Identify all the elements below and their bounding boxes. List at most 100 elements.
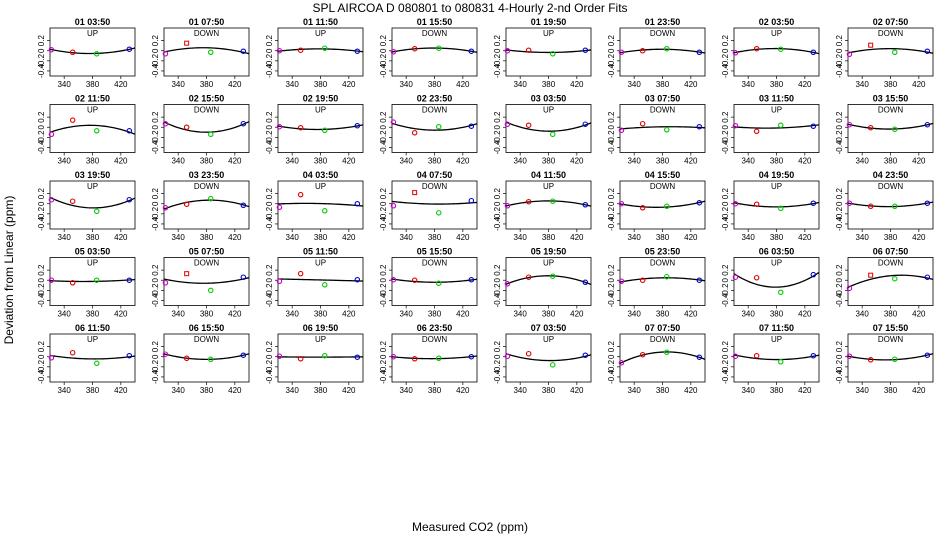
fit-curve	[49, 124, 136, 135]
data-point	[94, 208, 100, 215]
y-tick-label: -0.2	[151, 130, 160, 144]
data-point	[663, 273, 670, 280]
data-point	[321, 45, 328, 51]
x-tick-label: 380	[86, 233, 100, 242]
panel-mode-label: UP	[771, 29, 782, 38]
y-tick-label: -0.4	[37, 370, 46, 384]
x-tick-label: 420	[684, 80, 698, 89]
y-tick-label: -0.4	[607, 370, 616, 384]
data-point	[868, 272, 874, 278]
panel: 06 23:50 DOWN 340 380 420 -0.4-0.200.2	[379, 323, 478, 395]
data-point	[468, 48, 475, 54]
x-tick-label: 380	[884, 157, 898, 166]
y-tick-label: 0.2	[835, 35, 844, 47]
data-point	[69, 117, 76, 123]
panel-mode-label: UP	[87, 335, 98, 344]
panel: 06 11:50 UP 340 380 420 -0.4-0.200.2	[37, 323, 136, 395]
data-point	[732, 200, 739, 207]
y-tick-label: -0.4	[151, 217, 160, 231]
y-tick-label: -0.4	[835, 140, 844, 154]
panel: 02 11:50 UP 340 380 420 -0.4-0.200.2	[37, 94, 136, 166]
x-tick-label: 340	[627, 310, 641, 319]
panel-mode-label: UP	[87, 29, 98, 38]
y-tick-label: -0.2	[493, 53, 502, 67]
y-tick-label: 0.2	[265, 35, 274, 47]
x-tick-label: 340	[57, 157, 71, 166]
panel-mode-label: UP	[87, 182, 98, 191]
y-tick-label: -0.2	[379, 53, 388, 67]
y-tick-label: 0	[721, 124, 730, 129]
panel: 03 07:50 DOWN 340 380 420 -0.4-0.200.2	[607, 94, 706, 166]
y-tick-label: 0.2	[265, 341, 274, 353]
x-tick-label: 380	[770, 233, 784, 242]
data-point	[468, 276, 475, 283]
panel: 04 23:50 DOWN 340 380 420 -0.4-0.200.2	[835, 170, 934, 242]
panel: 04 19:50 UP 340 380 420 -0.4-0.200.2	[721, 170, 820, 242]
y-tick-label: 0.2	[37, 188, 46, 200]
x-tick-label: 380	[770, 386, 784, 395]
fit-curve	[391, 122, 478, 131]
data-point	[639, 205, 646, 211]
x-tick-label: 380	[200, 80, 214, 89]
x-tick-label: 420	[456, 310, 470, 319]
y-tick-label: 0.2	[493, 264, 502, 276]
panel: 05 07:50 DOWN 340 380 420 -0.4-0.200.2	[151, 247, 250, 319]
data-point	[411, 356, 418, 362]
data-point	[297, 356, 304, 362]
panel-mode-label: UP	[315, 182, 326, 191]
y-tick-label: -0.4	[151, 140, 160, 154]
y-tick-label: 0	[493, 48, 502, 53]
panel-mode-label: DOWN	[650, 335, 676, 344]
y-tick-label: -0.4	[151, 293, 160, 307]
x-tick-label: 340	[285, 80, 299, 89]
y-tick-label: -0.2	[37, 53, 46, 67]
data-point	[867, 124, 874, 131]
fit-curve	[505, 49, 592, 54]
x-tick-label: 420	[228, 80, 242, 89]
panel: 02 03:50 UP 340 380 420 -0.4-0.200.2	[721, 17, 820, 89]
data-point	[504, 47, 511, 54]
data-point	[411, 45, 418, 52]
x-tick-label: 420	[798, 386, 812, 395]
data-point	[208, 49, 214, 56]
x-tick-label: 380	[428, 157, 442, 166]
data-point	[582, 279, 589, 286]
data-point	[69, 280, 76, 286]
data-point	[354, 48, 361, 54]
data-point	[48, 46, 55, 53]
y-tick-label: 0	[265, 124, 274, 129]
x-tick-label: 340	[399, 80, 413, 89]
y-tick-label: 0	[607, 124, 616, 129]
y-tick-label: -0.4	[265, 140, 274, 154]
y-tick-label: 0.2	[37, 264, 46, 276]
y-tick-label: -0.4	[607, 293, 616, 307]
data-point	[549, 273, 556, 279]
panel-time-label: 03 15:50	[873, 94, 909, 104]
data-point	[126, 352, 133, 359]
y-tick-label: 0	[835, 277, 844, 282]
x-tick-label: 380	[656, 310, 670, 319]
y-tick-label: -0.4	[265, 370, 274, 384]
fit-curve	[163, 353, 250, 361]
y-tick-label: 0	[37, 201, 46, 206]
data-point	[435, 45, 442, 51]
panel-mode-label: UP	[87, 259, 98, 268]
y-tick-label: -0.4	[379, 140, 388, 154]
y-tick-label: -0.2	[379, 130, 388, 144]
x-tick-label: 420	[798, 80, 812, 89]
x-tick-label: 380	[884, 310, 898, 319]
data-point	[867, 357, 874, 363]
panel: 04 15:50 DOWN 340 380 420 -0.4-0.200.2	[607, 170, 706, 242]
data-point	[183, 201, 190, 207]
y-tick-label: 0.2	[607, 188, 616, 200]
data-point	[777, 289, 784, 296]
fit-curve	[163, 47, 250, 55]
fit-curve	[505, 275, 592, 286]
panel-mode-label: UP	[771, 182, 782, 191]
y-tick-label: 0	[151, 277, 160, 282]
x-tick-label: 340	[285, 233, 299, 242]
x-tick-label: 340	[57, 233, 71, 242]
data-point	[696, 123, 703, 130]
y-tick-label: -0.2	[835, 130, 844, 144]
data-point	[162, 51, 169, 57]
